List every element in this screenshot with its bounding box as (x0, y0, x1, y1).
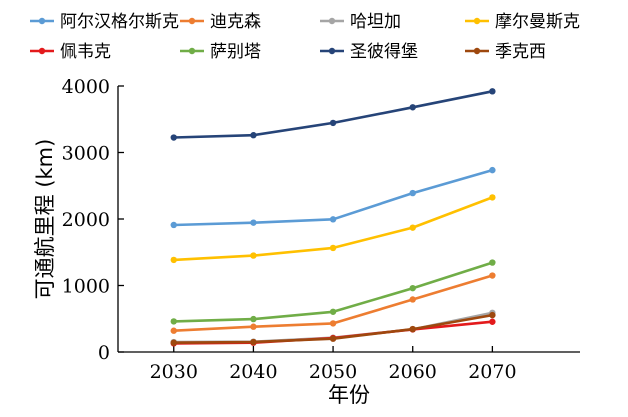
series-0 (170, 166, 496, 229)
x-tick-label: 2030 (150, 361, 198, 383)
data-point (489, 259, 496, 266)
legend-item: 季克西 (465, 42, 546, 62)
series-7 (170, 311, 496, 346)
legend-marker (473, 17, 481, 25)
x-axis-title: 年份 (328, 383, 370, 407)
y-tick-label: 3000 (62, 143, 110, 165)
y-axis-title: 可通航里程 (km) (33, 139, 57, 300)
data-point (170, 327, 177, 334)
data-point (329, 335, 337, 342)
legend-item: 圣彼得堡 (320, 42, 418, 62)
data-point (170, 221, 177, 229)
legend-label: 圣彼得堡 (350, 42, 418, 62)
legend-item: 萨别塔 (180, 42, 261, 62)
legend-marker (328, 47, 336, 55)
data-point (250, 252, 257, 259)
legend-item: 摩尔曼斯克 (465, 12, 580, 32)
data-point (250, 315, 257, 323)
plot-area: 0 1000 2000 3000 4000 2030 2040 2050 2060 2070 (62, 76, 580, 383)
legend-marker (188, 17, 196, 25)
legend-marker (38, 17, 46, 25)
series-3 (170, 194, 496, 264)
data-point (329, 308, 337, 315)
data-point (409, 325, 416, 333)
legend-label: 摩尔曼斯克 (495, 12, 580, 32)
x-tick-label: 2040 (229, 361, 277, 383)
data-point (489, 272, 496, 279)
legend-label: 迪克森 (210, 12, 261, 32)
data-point (489, 166, 496, 174)
legend-label: 阿尔汉格尔斯克 (60, 12, 179, 32)
data-point (489, 311, 496, 319)
data-point (489, 88, 496, 95)
y-tick-label: 0 (98, 342, 110, 364)
data-point (170, 256, 177, 264)
y-tick-label: 4000 (62, 76, 110, 98)
data-point (170, 339, 177, 346)
series-group (170, 88, 496, 347)
legend-marker (188, 47, 196, 55)
data-point (409, 104, 416, 111)
y-tick-label: 2000 (62, 209, 110, 231)
legend-label: 佩韦克 (60, 42, 111, 62)
data-point (489, 318, 496, 325)
legend-item: 哈坦加 (320, 12, 401, 32)
data-point (409, 189, 416, 197)
legend-label: 萨别塔 (210, 42, 261, 62)
data-point (170, 318, 177, 325)
data-point (329, 119, 337, 127)
data-point (409, 284, 416, 292)
data-point (329, 216, 337, 223)
legend-item: 阿尔汉格尔斯克 (30, 12, 179, 32)
data-point (409, 296, 416, 303)
legend-item: 佩韦克 (30, 42, 111, 62)
series-1 (170, 272, 496, 334)
y-tick-label: 1000 (62, 276, 110, 298)
x-axis-ticks: 2030 2040 2050 2060 2070 (150, 346, 517, 383)
legend-marker (473, 47, 481, 55)
x-tick-label: 2060 (389, 361, 437, 383)
data-point (170, 134, 177, 141)
series-5 (170, 259, 496, 325)
legend-marker (328, 17, 336, 25)
legend-label: 哈坦加 (350, 12, 401, 32)
data-point (329, 320, 337, 327)
x-tick-label: 2070 (468, 361, 516, 383)
y-axis-ticks: 0 1000 2000 3000 4000 (62, 76, 124, 364)
data-point (329, 244, 337, 252)
series-line (173, 90, 493, 139)
x-tick-label: 2050 (309, 361, 357, 383)
data-point (250, 132, 257, 139)
legend-item: 迪克森 (180, 12, 261, 32)
legend-marker (38, 47, 46, 55)
data-point (250, 219, 257, 226)
series-6 (170, 88, 496, 141)
data-point (250, 338, 257, 346)
data-point (489, 194, 496, 201)
data-point (409, 224, 416, 231)
data-point (250, 323, 257, 330)
legend-label: 季克西 (495, 42, 546, 62)
